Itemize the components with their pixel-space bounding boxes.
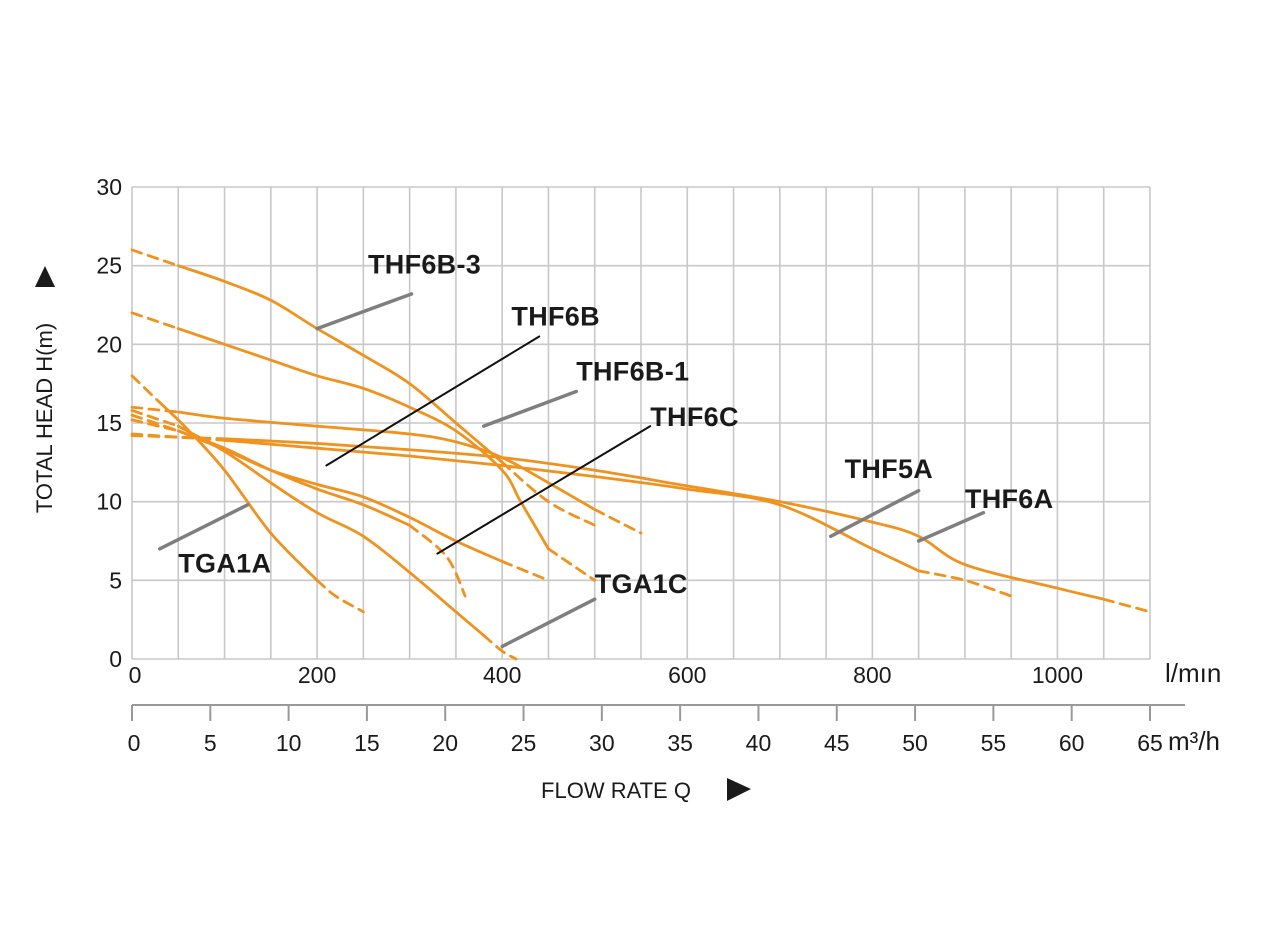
x-tick-label: 400 bbox=[483, 662, 521, 688]
curve-label: TGA1C bbox=[595, 569, 688, 599]
series-line bbox=[176, 264, 504, 464]
curve-label: THF5A bbox=[845, 454, 934, 484]
x2-tick-label: 10 bbox=[276, 730, 302, 756]
curve-label: THF6B-3 bbox=[368, 250, 481, 280]
leader-line bbox=[500, 597, 597, 649]
series-line-dashed-start bbox=[130, 434, 226, 441]
y-axis-label: TOTAL HEAD H(m) bbox=[32, 323, 57, 513]
x2-tick-label: 45 bbox=[824, 730, 850, 756]
leader-line bbox=[325, 335, 541, 467]
leader-line bbox=[916, 510, 986, 543]
series-line bbox=[176, 424, 486, 637]
series-line-dashed-end bbox=[917, 569, 1013, 598]
x2-tick-label: 0 bbox=[128, 730, 141, 756]
curve-label: THF6B bbox=[511, 301, 600, 331]
series-line-dashed-end bbox=[500, 460, 597, 527]
curve-labels: THF6B-3 THF6B THF6B-1 THF6C THF5A THF6A TGA1A T… bbox=[178, 250, 1053, 599]
x-tick-label: 600 bbox=[668, 662, 706, 688]
y-tick-label: 25 bbox=[96, 253, 122, 279]
grid bbox=[131, 186, 1151, 660]
series-line-dashed-end bbox=[1102, 597, 1152, 614]
series-line-dashed-end bbox=[547, 547, 597, 582]
series-line-dashed-start bbox=[130, 311, 180, 330]
leader-lines bbox=[158, 292, 986, 649]
series-line-dashed-start bbox=[130, 374, 162, 404]
y-tick-label: 30 bbox=[96, 174, 122, 200]
x2-tick-label: 55 bbox=[981, 730, 1007, 756]
series-line bbox=[176, 429, 412, 527]
y-tick-label: 5 bbox=[109, 567, 122, 593]
axis-titles: TOTAL HEAD H(m) FLOW RATE Q l/mın m³/h bbox=[32, 266, 1221, 803]
series-tga1c bbox=[130, 418, 467, 598]
series-line-dashed-end bbox=[593, 508, 643, 535]
x2-tick-label: 60 bbox=[1059, 730, 1085, 756]
x2-tick-label: 50 bbox=[902, 730, 928, 756]
curve-label: THF6B-1 bbox=[576, 357, 689, 387]
series-line bbox=[176, 410, 597, 511]
series-line-dashed-start bbox=[130, 248, 180, 268]
x2-tick-label: 25 bbox=[511, 730, 537, 756]
x-axis-arrow-icon bbox=[727, 778, 751, 801]
x2-tick-label: 40 bbox=[746, 730, 772, 756]
series-thf6c bbox=[130, 413, 550, 582]
x2-tick-label: 35 bbox=[667, 730, 693, 756]
y-tick-label: 20 bbox=[96, 331, 122, 357]
x-tick-label: 0 bbox=[129, 662, 142, 688]
series-thf6b bbox=[130, 311, 597, 582]
x2-tick-label: 20 bbox=[432, 730, 458, 756]
series-line-dashed-end bbox=[408, 523, 467, 598]
x-tick-label: 1000 bbox=[1032, 662, 1083, 688]
series-line-dashed-start bbox=[130, 409, 180, 428]
x2-tick-label: 15 bbox=[354, 730, 380, 756]
y-tick-label: 10 bbox=[96, 489, 122, 515]
series-thf6b-1 bbox=[130, 405, 643, 535]
series-thf6b-3 bbox=[130, 248, 597, 527]
x2-tick-label: 5 bbox=[204, 730, 217, 756]
series-line-dashed-start bbox=[130, 413, 180, 433]
series-line-dashed-start bbox=[130, 405, 180, 414]
leader-line bbox=[158, 503, 250, 551]
series-line bbox=[158, 401, 319, 582]
series-line-dashed-start bbox=[130, 418, 180, 433]
leader-line bbox=[481, 389, 578, 428]
series-tga1a bbox=[130, 374, 365, 614]
curve-label: THF6A bbox=[965, 484, 1054, 514]
leader-line bbox=[828, 488, 921, 539]
series-line bbox=[223, 438, 921, 573]
x-axis-label: FLOW RATE Q bbox=[541, 778, 691, 803]
series-tga1c bbox=[130, 409, 518, 661]
x2-tick-label: 30 bbox=[589, 730, 615, 756]
series-line bbox=[223, 437, 1106, 601]
y-tick-label: 15 bbox=[96, 410, 122, 436]
y-tick-label: 0 bbox=[109, 646, 122, 672]
series-group bbox=[130, 248, 1152, 661]
y-axis-arrow-icon bbox=[35, 266, 55, 287]
series-line-dashed-end bbox=[482, 634, 518, 661]
series-line bbox=[176, 429, 504, 563]
x2-tick-label: 65 bbox=[1137, 730, 1163, 756]
leader-line bbox=[436, 425, 652, 555]
axes: 0 5 10 15 20 25 30 0 200 400 600 800 1000 0 5 10 15 20 25 3… bbox=[96, 174, 1185, 756]
x2-axis-unit: m³/h bbox=[1168, 726, 1220, 756]
leader-line bbox=[315, 292, 414, 331]
curve-label: THF6C bbox=[650, 402, 739, 432]
x-tick-label: 200 bbox=[298, 662, 336, 688]
series-line-dashed-end bbox=[315, 578, 365, 614]
x-axis-unit: l/mın bbox=[1165, 658, 1221, 688]
curve-label: TGA1A bbox=[178, 548, 271, 578]
x-tick-label: 800 bbox=[853, 662, 891, 688]
series-line-dashed-end bbox=[500, 560, 550, 582]
series-thf6a bbox=[130, 434, 1152, 614]
series-line bbox=[176, 327, 550, 551]
